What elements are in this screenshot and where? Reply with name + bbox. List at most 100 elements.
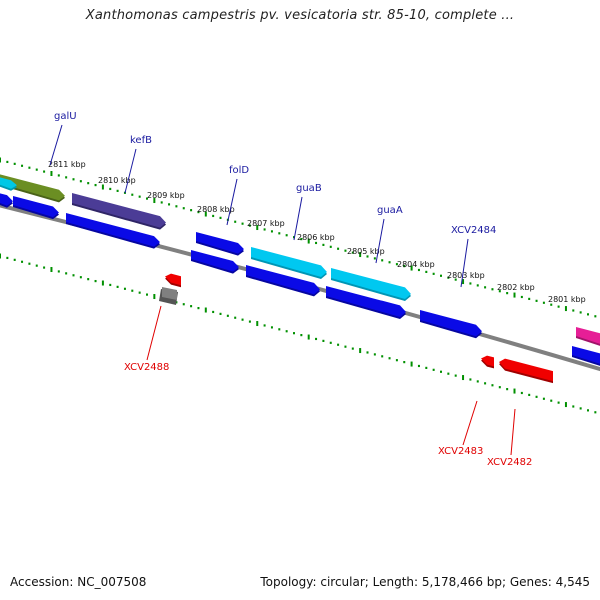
scale-tick [57,270,60,273]
gene-XCV2483 [481,355,494,367]
scale-tick [263,324,266,327]
scale-tick [322,339,325,342]
gene-kefB [72,193,166,228]
scale-tick [87,182,90,185]
scale-tick [359,348,362,354]
scale-tick [587,313,589,316]
scale-tick [307,238,310,244]
scale-tick [484,286,487,289]
scale-tick [131,289,134,292]
scale-tick [462,279,465,285]
scale-tick [454,374,457,377]
scale-tick [557,401,560,404]
scale-tick [520,295,523,299]
scale-tick [109,187,112,191]
kbp-label: 2810 kbp [98,176,136,185]
gene-fwd-7 [572,346,600,364]
scale-tick [131,193,134,196]
gene-XCV2488 [165,273,181,286]
scale-tick [234,220,237,223]
scale-tick [484,382,487,385]
scale-tick [300,334,303,337]
gene-fwd-2 [13,196,59,218]
kbp-labels: 2811 kbp 2810 kbp 2809 kbp 2808 kbp 2807 kbp… [48,160,586,304]
scale-tick [65,272,68,275]
scale-tick [21,164,24,167]
scale-tick [263,228,266,231]
scale-tick [146,293,148,296]
scale-tick [476,284,479,287]
gene-fwd-4 [191,250,239,272]
scale-tick [138,291,141,294]
gene-grey-face [162,287,177,300]
map-title: Xanthomonas campestris pv. vesicatoria s… [85,8,515,23]
kbp-label: 2806 kbp [297,233,335,242]
scale-tick [28,166,31,169]
scale-tick [153,294,156,300]
scale-tick [594,411,597,414]
scale-tick [87,278,90,281]
scale-tick [43,266,46,269]
scale-tick [212,310,215,314]
scale-tick [160,201,163,204]
kbp-label: 2807 kbp [247,219,285,228]
scale-tick [307,334,310,340]
scale-tick [35,168,38,171]
scale-tick [469,378,472,381]
scale-tick [381,259,384,262]
scale-tick [241,318,244,321]
scale-tick [520,391,523,395]
gene-leader-line [375,218,385,264]
scale-tick [94,279,97,283]
gene-label-XCV2484: XCV2484 [451,225,496,236]
scale-tick [506,388,509,391]
scale-tick [425,270,428,274]
scale-tick [542,397,545,400]
scale-tick [270,326,273,329]
scale-tick [476,380,479,383]
scale-tick [101,280,104,286]
scale-tick [506,292,509,295]
gene-fwd-1 [0,193,13,206]
scale-tick [542,301,545,304]
gene-label-XCV2482: XCV2482 [487,457,532,468]
gene-label-folD: folD [229,165,249,176]
scale-tick [123,287,126,290]
scale-tick [528,393,531,397]
scale-tick [6,160,9,164]
scale-tick [513,388,516,394]
scale-tick [462,375,465,381]
scale-tick [469,282,472,285]
gene-features [0,174,600,384]
scale-tick [417,364,420,368]
kbp-label: 2801 kbp [548,295,586,304]
gene-label-XCV2488: XCV2488 [124,362,169,373]
gene-leader-line [124,148,137,194]
gene-label-kefB: kefB [130,135,152,146]
scale-tick [513,292,516,298]
gene-leader-line [460,238,469,288]
kbp-label: 2802 kbp [497,283,535,292]
scale-tick [13,162,16,165]
scale-tick [0,253,1,259]
kbp-label: 2804 kbp [397,260,435,269]
scale-tick [204,211,207,217]
gene-XCV2482 [499,358,553,382]
genome-summary: Topology: circular; Length: 5,178,466 bp… [260,575,590,589]
scale-tick [315,337,318,341]
scale-tick [410,361,413,367]
scale-tick [248,320,251,323]
scale-tick [366,351,369,354]
scale-tick [440,274,442,277]
kbp-label: 2809 kbp [147,191,185,200]
scale-tick [579,407,582,410]
scale-tick [550,303,553,306]
scale-tick [94,183,97,187]
accession-label: Accession: NC_007508 [10,575,147,589]
scale-tick [432,272,435,275]
scale-tick [491,288,494,291]
scale-tick [395,263,398,266]
gene-leader-line [293,196,303,241]
gene-leader-line [462,400,478,446]
gene-magenta [576,327,600,344]
